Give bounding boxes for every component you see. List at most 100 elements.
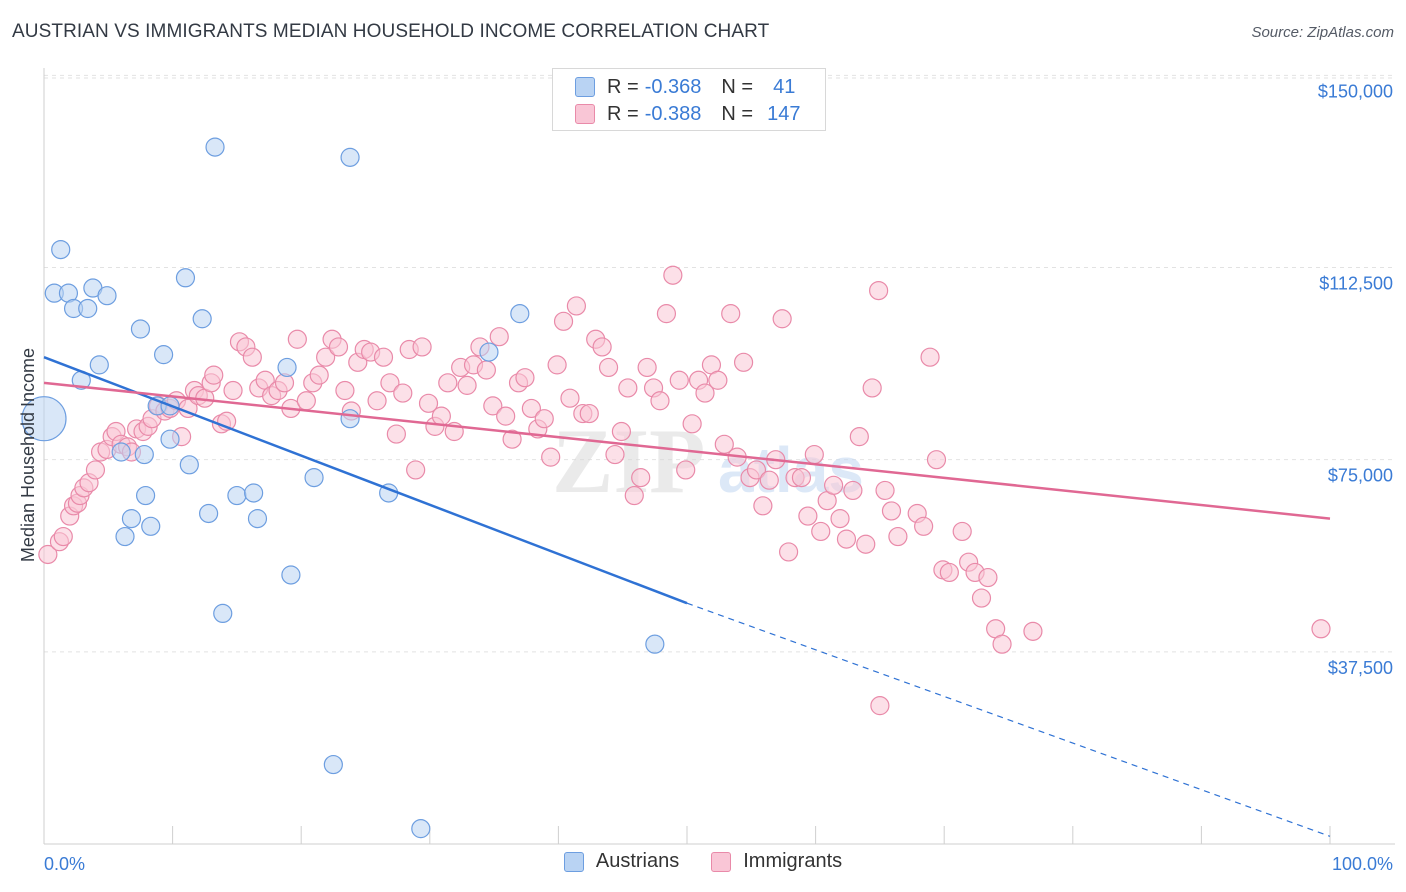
immigrants-point bbox=[223, 380, 243, 401]
austrians-point bbox=[175, 268, 196, 288]
immigrants-point bbox=[438, 373, 458, 393]
austrians-point bbox=[153, 345, 174, 365]
n-value: 147 bbox=[767, 102, 801, 125]
immigrants-point bbox=[373, 347, 394, 367]
immigrants-point bbox=[875, 480, 895, 501]
immigrants-point bbox=[560, 388, 580, 408]
austrians-point bbox=[227, 485, 247, 506]
immigrants-point bbox=[914, 516, 934, 536]
austrians-point bbox=[340, 147, 360, 167]
austrians-point bbox=[510, 304, 530, 324]
immigrants-point bbox=[296, 391, 316, 411]
austrians-swatch bbox=[575, 77, 595, 97]
immigrants-point bbox=[920, 347, 940, 367]
legend-item-immigrants[interactable]: Immigrants bbox=[711, 850, 842, 873]
x-tick-label-1: 100.0% bbox=[1332, 854, 1393, 874]
chart-title: AUSTRIAN VS IMMIGRANTS MEDIAN HOUSEHOLD … bbox=[12, 21, 770, 42]
y-tick-label: $150,000 bbox=[1318, 81, 1393, 101]
austrians-point bbox=[179, 455, 199, 475]
austrians-legend-label: Austrians bbox=[595, 850, 680, 872]
immigrants-point bbox=[541, 447, 561, 467]
trend-lines bbox=[43, 356, 1331, 837]
austrians-point bbox=[304, 468, 324, 488]
immigrants-point bbox=[534, 409, 554, 429]
immigrants-point bbox=[978, 567, 998, 588]
immigrants-point bbox=[721, 304, 741, 324]
immigrants-point bbox=[798, 506, 818, 526]
austrians-point bbox=[141, 516, 161, 536]
austrians-point bbox=[130, 319, 151, 339]
immigrants-point bbox=[631, 468, 651, 488]
immigrants-point bbox=[992, 634, 1012, 654]
immigrants-point bbox=[1023, 621, 1043, 641]
immigrants-point bbox=[386, 424, 406, 444]
austrians-point bbox=[135, 485, 156, 506]
immigrants-point bbox=[733, 352, 754, 372]
austrians-point bbox=[645, 634, 665, 654]
immigrants-point bbox=[605, 444, 625, 465]
austrians-point bbox=[244, 483, 264, 503]
immigrants-point bbox=[515, 368, 535, 388]
immigrants-point bbox=[650, 391, 670, 411]
austrians-point bbox=[134, 444, 154, 465]
immigrants-point bbox=[656, 304, 677, 324]
immigrants-point bbox=[669, 370, 689, 390]
immigrants-point bbox=[553, 311, 574, 331]
immigrants-point bbox=[335, 380, 355, 401]
immigrants-point bbox=[708, 370, 728, 390]
immigrants-point bbox=[836, 529, 857, 549]
immigrants-point bbox=[843, 480, 863, 501]
r-value: -0.388 bbox=[644, 102, 702, 125]
immigrants-point bbox=[624, 485, 644, 506]
immigrants-point bbox=[38, 544, 58, 565]
immigrants-point bbox=[862, 378, 882, 398]
immigrants-point bbox=[870, 696, 890, 716]
immigrants-point bbox=[598, 357, 619, 378]
immigrants-point bbox=[579, 403, 599, 424]
immigrants-point bbox=[611, 421, 632, 442]
y-tick-label: $112,500 bbox=[1319, 274, 1393, 294]
austrians-point bbox=[111, 442, 131, 462]
immigrants-point bbox=[830, 509, 850, 529]
immigrants-point bbox=[676, 460, 696, 480]
austrians-point bbox=[115, 526, 135, 547]
immigrants-point bbox=[618, 378, 638, 398]
immigrants-point bbox=[380, 373, 400, 393]
immigrants-point bbox=[393, 383, 413, 403]
austrians-point bbox=[160, 429, 180, 449]
austrians-point bbox=[340, 409, 360, 429]
n-label: N = bbox=[721, 102, 754, 125]
y-tick-label: $75,000 bbox=[1328, 466, 1393, 486]
immigrants-point bbox=[791, 468, 812, 488]
austrians-point bbox=[323, 754, 343, 775]
austrians-trend-extension bbox=[686, 602, 1331, 837]
immigrants-point bbox=[489, 327, 509, 347]
austrians-point bbox=[51, 239, 71, 260]
austrians-point bbox=[247, 509, 268, 529]
immigrants-point bbox=[637, 357, 657, 378]
legend-item-austrians[interactable]: Austrians bbox=[563, 850, 680, 873]
immigrants-point bbox=[287, 329, 307, 349]
immigrants-point bbox=[316, 347, 336, 367]
immigrants-point bbox=[663, 265, 683, 285]
austrians-point bbox=[192, 309, 212, 329]
immigrants-point bbox=[367, 391, 387, 411]
immigrants-swatch bbox=[575, 104, 595, 124]
immigrants-point bbox=[242, 347, 262, 367]
immigrants-point bbox=[772, 309, 792, 329]
immigrants-point bbox=[695, 383, 715, 403]
austrians-legend-swatch bbox=[563, 851, 584, 872]
immigrants-point bbox=[971, 588, 992, 608]
immigrants-point bbox=[759, 470, 779, 490]
immigrants-point bbox=[476, 360, 496, 380]
austrians-point bbox=[277, 357, 297, 378]
legend-row-immigrants: R = -0.388 N = 147 bbox=[575, 102, 800, 126]
immigrants-point bbox=[1311, 619, 1331, 639]
immigrants-point bbox=[566, 296, 587, 316]
immigrants-point bbox=[547, 355, 567, 375]
immigrants-point bbox=[496, 406, 516, 426]
immigrants-point bbox=[753, 496, 773, 516]
austrians-point bbox=[411, 819, 431, 839]
y-axis-label: Median Household Income bbox=[18, 348, 38, 562]
immigrants-point bbox=[53, 526, 73, 547]
